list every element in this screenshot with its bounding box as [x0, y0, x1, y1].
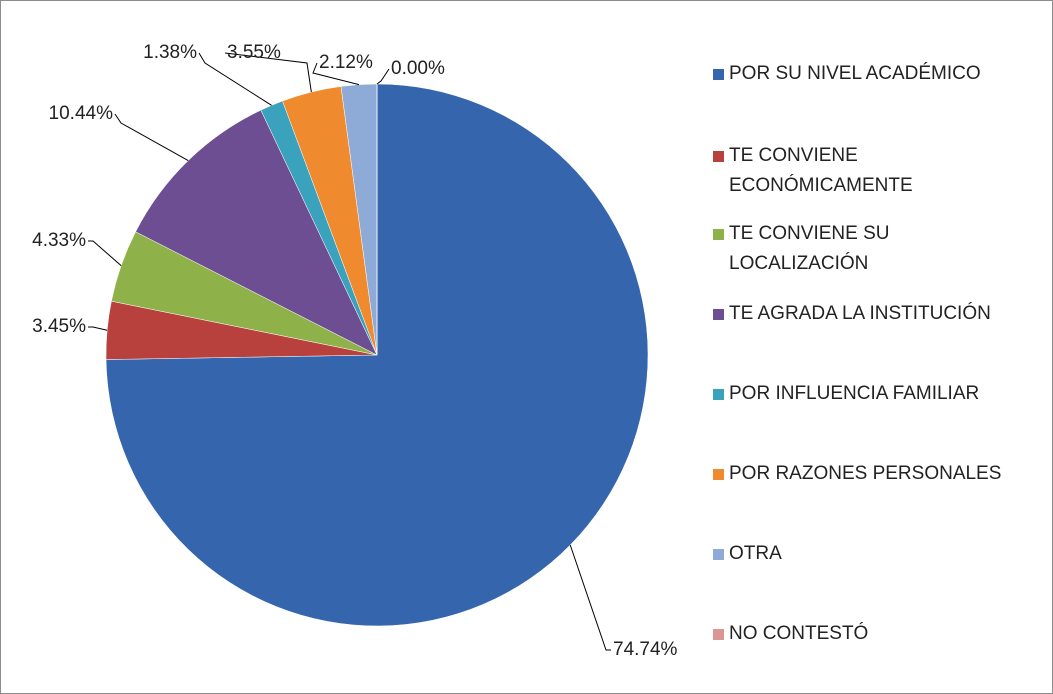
data-label: 2.12% — [319, 52, 373, 73]
legend-swatch — [713, 629, 724, 640]
leader-line — [198, 52, 272, 106]
pie-slice — [135, 109, 378, 356]
legend-item: NO CONTESTÓ — [713, 619, 1033, 649]
legend-swatch — [713, 309, 724, 320]
legend-item: POR RAZONES PERSONALES — [713, 459, 1033, 489]
leader-line — [224, 52, 312, 93]
legend-label: TE AGRADA LA INSTITUCIÓN — [729, 303, 991, 324]
data-label: 3.55% — [227, 42, 281, 63]
legend-swatch — [713, 69, 724, 80]
leader-line — [569, 544, 611, 651]
legend-item: OTRA — [713, 539, 1033, 569]
legend-label: TE CONVIENE ECONÓMICAMENTE — [729, 145, 913, 196]
legend-label: NO CONTESTÓ — [729, 623, 869, 644]
legend-swatch — [713, 469, 724, 480]
legend-swatch — [713, 229, 724, 240]
leader-line — [88, 240, 122, 267]
legend-label: OTRA — [729, 543, 782, 564]
data-label: 1.38% — [143, 42, 197, 63]
data-label: 0.00% — [391, 58, 445, 79]
legend-label: POR RAZONES PERSONALES — [729, 463, 1002, 484]
legend-item: TE CONVIENE SU LOCALIZACIÓN — [713, 219, 1033, 279]
legend-label: POR INFLUENCIA FAMILIAR — [729, 383, 980, 404]
legend-swatch — [713, 389, 724, 400]
legend-swatch — [713, 549, 724, 560]
data-label: 4.33% — [32, 230, 86, 251]
leader-line — [88, 326, 108, 331]
data-label: 74.74% — [613, 639, 678, 660]
legend-label: POR SU NIVEL ACADÉMICO — [729, 63, 981, 84]
legend-swatch — [713, 151, 724, 162]
legend-item: TE CONVIENE ECONÓMICAMENTE — [713, 141, 1033, 201]
data-label: 10.44% — [49, 103, 114, 124]
legend-item: TE AGRADA LA INSTITUCIÓN — [713, 299, 1033, 329]
leader-line — [376, 68, 390, 85]
legend-item: POR SU NIVEL ACADÉMICO — [713, 59, 1033, 89]
leader-line — [312, 62, 360, 86]
legend-item: POR INFLUENCIA FAMILIAR — [713, 379, 1033, 409]
leader-line — [114, 113, 189, 162]
data-label: 3.45% — [32, 316, 86, 337]
legend-label: TE CONVIENE SU LOCALIZACIÓN — [729, 223, 890, 274]
